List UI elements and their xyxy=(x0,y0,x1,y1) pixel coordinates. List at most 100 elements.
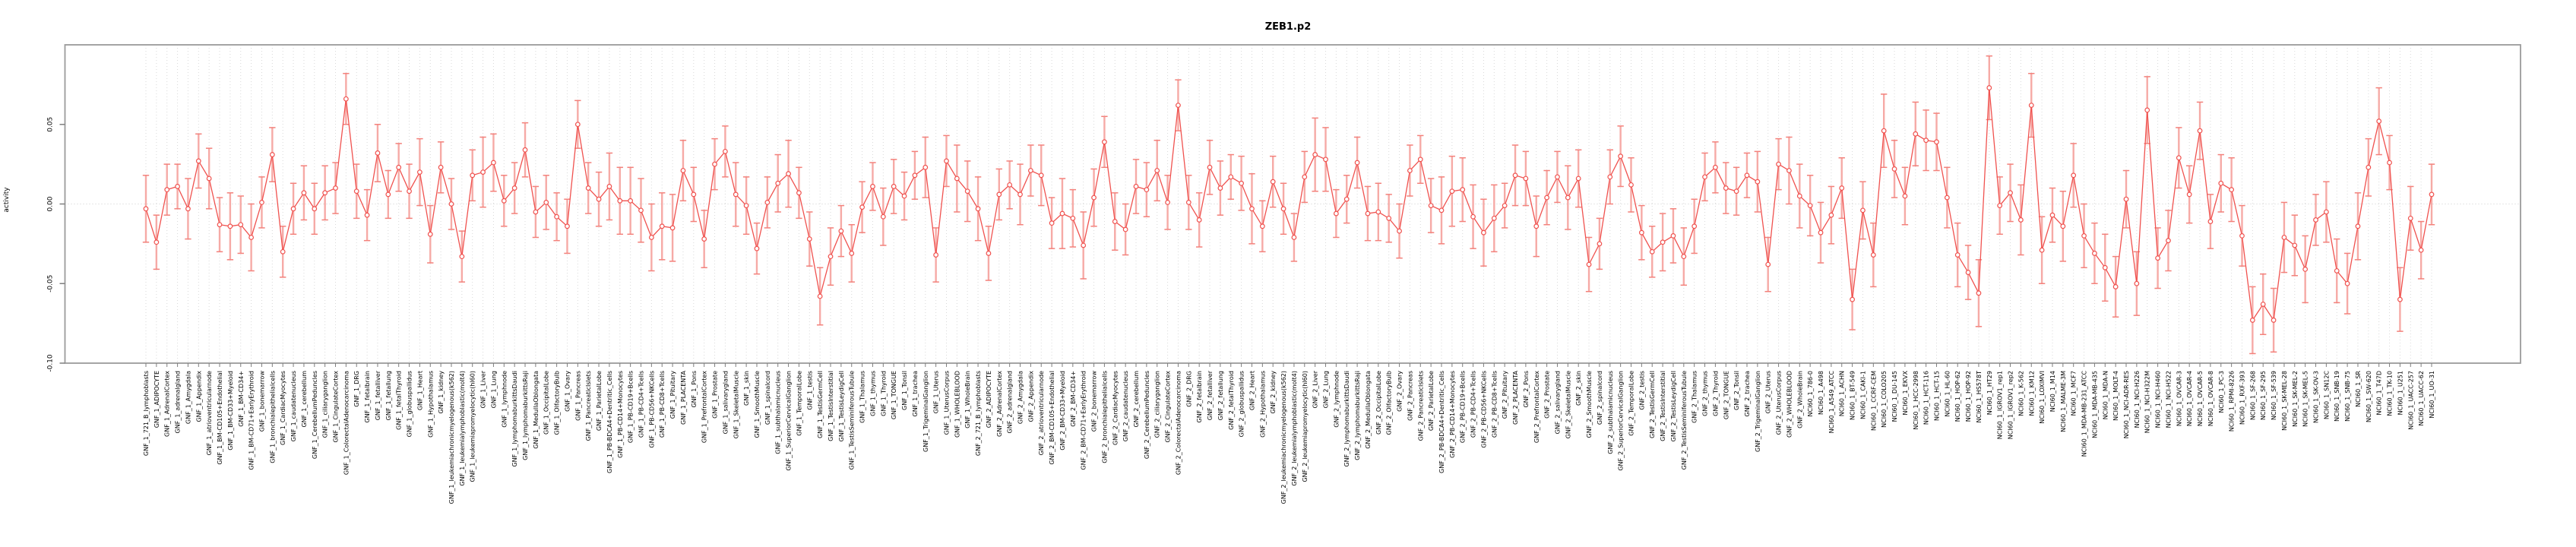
x-tick-label: GNF_2_TestisInterstitial xyxy=(1660,371,1666,441)
x-tick-label: NCI60_1_NCI-H226 xyxy=(2134,371,2141,428)
data-point xyxy=(1102,139,1107,145)
data-point xyxy=(1744,172,1750,179)
x-tick-label: GNF_1_TestisSeminiferousTubule xyxy=(849,371,856,470)
data-point xyxy=(2429,191,2435,198)
x-tick-label: GNF_2_adrenalgland xyxy=(1007,371,1014,433)
x-tick-label: GNF_1_BM-CD71+EarlyErythroid xyxy=(248,371,255,470)
x-tick-label: GNF_2_globuspallidus xyxy=(1239,371,1245,437)
x-tick-label: GNF_1_BM-CD34+ xyxy=(238,371,245,427)
data-point xyxy=(1796,193,1802,199)
x-tick-label: NCI60_1_LOXIMVI xyxy=(2039,371,2046,424)
data-point xyxy=(1807,203,1813,208)
data-point xyxy=(1239,180,1245,186)
data-point xyxy=(2387,160,2392,166)
data-point xyxy=(227,223,233,229)
data-point xyxy=(2134,280,2140,286)
data-point xyxy=(2071,172,2077,179)
x-tick-label: GNF_2_fetalliver xyxy=(1207,370,1214,420)
data-point xyxy=(1713,164,1718,170)
data-point xyxy=(2229,187,2235,193)
data-point xyxy=(1523,175,1529,182)
data-point xyxy=(796,190,802,196)
data-point xyxy=(1565,194,1571,201)
data-point xyxy=(2028,103,2034,109)
x-tick-label: GNF_1_Pons xyxy=(691,371,698,408)
data-point xyxy=(596,196,602,202)
x-tick-label: GNF_1_testis xyxy=(806,371,813,410)
data-point xyxy=(986,251,992,256)
data-point xyxy=(1533,223,1540,229)
x-tick-label: GNF_2_TONGUE xyxy=(1723,371,1729,419)
data-point xyxy=(1312,152,1318,157)
x-tick-label: NCI60_1_RXF-393 xyxy=(2239,371,2245,425)
x-tick-label: GNF_1_MedullaOblongata xyxy=(533,371,540,449)
x-tick-label: GNF_1_PB-CD19+Bcells xyxy=(628,371,635,443)
x-tick-label: GNF_1_CardiacMyocytes xyxy=(280,371,286,445)
x-tick-label: GNF_2_WholeBrain xyxy=(1796,371,1803,428)
x-tick-label: GNF_1_Lung xyxy=(490,371,497,408)
x-tick-label: NCI60_1_MDA-MB-435 xyxy=(2091,371,2098,438)
x-tick-label: GNF_2_fetalbrain xyxy=(1196,371,1203,422)
x-tick-label: GNF_1_cerebellum xyxy=(301,371,308,428)
data-point xyxy=(1470,213,1476,220)
x-tick-label: NCI60_1_U251 xyxy=(2397,371,2404,415)
x-tick-label: NCI60_1_SK-MEL-5 xyxy=(2302,371,2309,427)
data-point xyxy=(2323,209,2329,215)
x-tick-label: GNF_1_DRG xyxy=(353,371,360,407)
x-tick-label: GNF_1_leukemiapromyelocytic(hl60) xyxy=(470,371,476,482)
data-point xyxy=(501,198,507,204)
data-point xyxy=(1828,212,1834,218)
x-tick-label: GNF_2_leukemialymphoblastic(molt4) xyxy=(1291,371,1298,486)
x-tick-label: NCI60_1_HOP-62 xyxy=(1954,371,1961,422)
data-point xyxy=(1755,179,1761,185)
data-point xyxy=(954,175,960,182)
x-tick-label: GNF_1_Pancreas xyxy=(574,371,581,421)
data-point xyxy=(1354,160,1360,166)
data-point xyxy=(1723,185,1729,191)
data-point xyxy=(2008,190,2013,196)
data-point xyxy=(448,201,454,207)
data-point xyxy=(1112,219,1118,224)
y-tick-label: 0.05 xyxy=(47,117,55,132)
series-line xyxy=(145,87,2432,322)
data-point xyxy=(1017,191,1023,198)
x-tick-label: GNF_2_Hypothalamus xyxy=(1259,371,1266,438)
x-tick-label: GNF_2_SuperiorCervicalGanglion xyxy=(1618,371,1625,471)
data-point xyxy=(617,198,623,204)
data-point xyxy=(353,188,359,194)
data-point xyxy=(322,190,328,196)
x-tick-label: GNF_2_SmoothMuscle xyxy=(1586,371,1593,438)
data-point xyxy=(1302,174,1308,180)
x-tick-label: GNF_2_thymus xyxy=(1702,371,1709,416)
x-tick-label: GNF_2_caudatenucleus xyxy=(1122,371,1129,441)
x-tick-label: GNF_1_lymphnode xyxy=(501,371,508,428)
x-tick-label: NCI60_1_OVCAR-8 xyxy=(2207,371,2214,426)
x-tick-label: GNF_1_fetallung xyxy=(385,371,392,420)
x-tick-label: GNF_2_Amygdala xyxy=(1017,371,1024,424)
data-point xyxy=(659,223,665,229)
data-point xyxy=(2049,212,2055,218)
data-point xyxy=(691,191,697,198)
x-tick-label: GNF_2_bronchialepithelialcells xyxy=(1101,371,1108,463)
data-point xyxy=(743,203,749,208)
data-point xyxy=(1902,193,1908,199)
data-point xyxy=(1375,209,1381,215)
x-tick-label: GNF_2_lymphnode xyxy=(1333,371,1340,428)
x-tick-label: GNF_2_CerebellumPeduncles xyxy=(1144,371,1150,459)
x-tick-label: GNF_2_MedullaOblongata xyxy=(1365,371,1372,449)
x-tick-label: GNF_1_BM-CD33+Myeloid xyxy=(227,371,234,451)
x-tick-label: GNF_2_salivarygland xyxy=(1554,371,1561,434)
data-point xyxy=(1776,161,1781,167)
x-tick-label: NCI60_1_A549_ATCC xyxy=(1828,371,1835,434)
x-tick-label: GNF_2_TrigeminalGanglion xyxy=(1755,371,1761,452)
x-tick-label: GNF_2_PB-CD56+NKCells xyxy=(1480,371,1487,448)
data-point xyxy=(585,185,591,191)
x-tick-label: GNF_2_721_B_lymphoblasts xyxy=(975,371,982,456)
x-tick-label: GNF_2_OccipitalLobe xyxy=(1375,371,1382,435)
x-tick-label: GNF_2_BM-CD33+Myeloid xyxy=(1059,371,1066,451)
data-point xyxy=(396,164,402,170)
x-tick-label: NCI60_1_PC-3 xyxy=(2218,371,2225,413)
data-point xyxy=(185,206,191,212)
x-tick-label: GNF_1_spinalcord xyxy=(764,371,771,425)
data-point xyxy=(2249,318,2255,323)
